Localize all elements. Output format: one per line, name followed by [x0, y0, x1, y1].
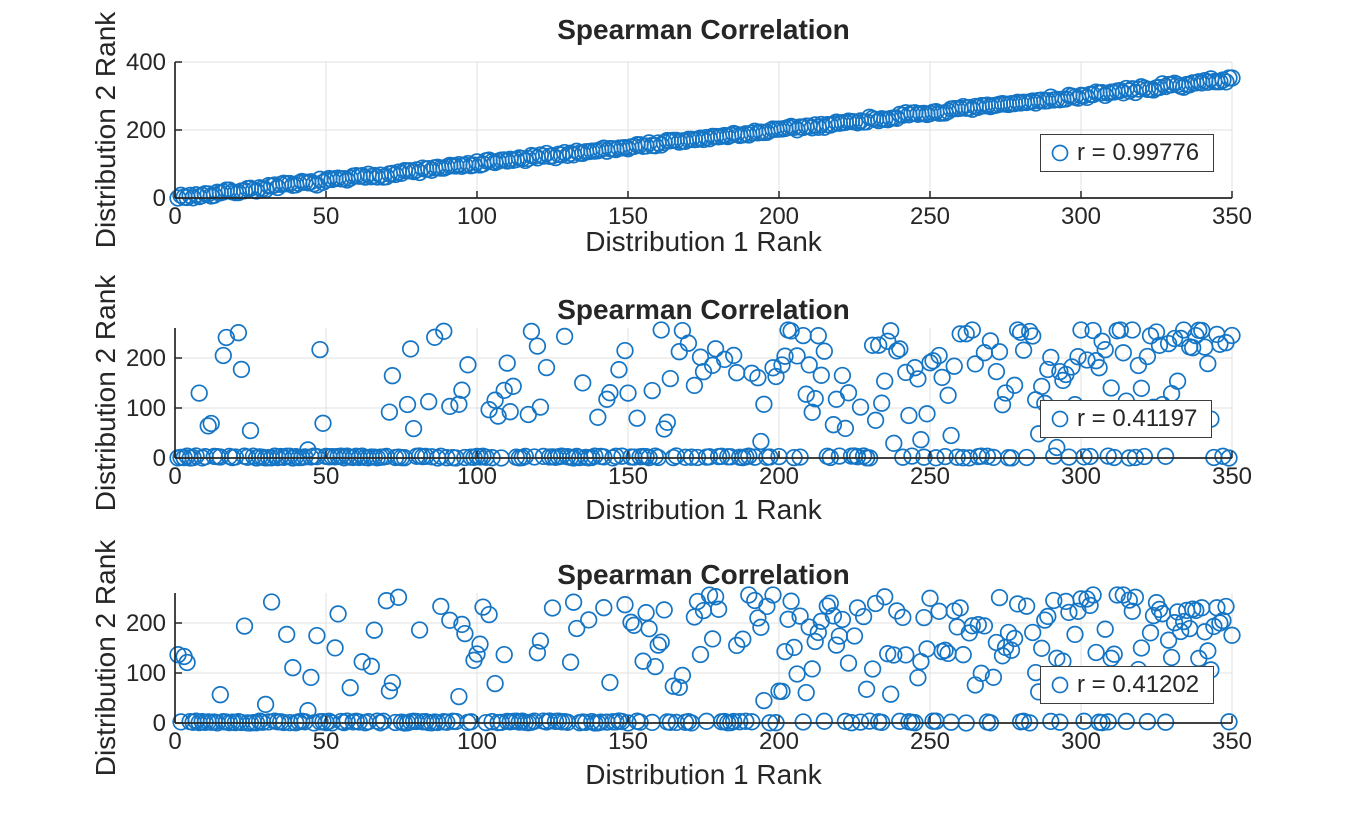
svg-text:100: 100 [457, 463, 497, 490]
svg-text:300: 300 [1061, 463, 1101, 490]
svg-text:0: 0 [153, 185, 166, 212]
scatter-plot: 0 50 100 150 200 250 300 350 0 100 200 [126, 586, 1252, 755]
svg-text:250: 250 [910, 463, 950, 490]
svg-text:50: 50 [313, 728, 340, 755]
svg-text:0: 0 [168, 728, 181, 755]
scatter-plot: 0 50 100 150 200 250 300 350 0 100 200 [126, 321, 1252, 490]
svg-text:350: 350 [1212, 203, 1252, 230]
plot-title: Spearman Correlation [557, 559, 850, 590]
svg-text:0: 0 [168, 463, 181, 490]
svg-text:200: 200 [126, 345, 166, 372]
svg-text:150: 150 [608, 203, 648, 230]
legend-marker-circle-icon [1051, 676, 1069, 694]
svg-text:200: 200 [759, 463, 799, 490]
svg-text:0: 0 [153, 445, 166, 472]
plot-title: Spearman Correlation [557, 14, 850, 45]
plot-title: Spearman Correlation [557, 294, 850, 325]
legend: r = 0.99776 [1040, 134, 1215, 172]
svg-text:200: 200 [759, 203, 799, 230]
svg-text:100: 100 [457, 728, 497, 755]
svg-text:200: 200 [126, 610, 166, 637]
svg-text:0: 0 [153, 710, 166, 737]
legend-marker-circle-icon [1051, 144, 1069, 162]
svg-text:0: 0 [168, 203, 181, 230]
x-axis-label: Distribution 1 Rank [585, 226, 822, 257]
scatter-plot: 0 50 100 150 200 250 300 350 0 200 400 [126, 49, 1252, 230]
subplot-spearman-1: Spearman Correlation Distribution 2 Rank… [0, 0, 1361, 265]
svg-text:350: 350 [1212, 728, 1252, 755]
x-axis-label: Distribution 1 Rank [585, 759, 822, 790]
legend-marker-circle-icon [1051, 410, 1069, 428]
svg-text:100: 100 [126, 395, 166, 422]
subplot-spearman-2: Spearman Correlation Distribution 2 Rank… [0, 265, 1361, 530]
svg-text:50: 50 [313, 463, 340, 490]
svg-text:50: 50 [313, 203, 340, 230]
svg-text:400: 400 [126, 49, 166, 76]
legend: r = 0.41197 [1040, 400, 1213, 438]
legend: r = 0.41202 [1040, 666, 1215, 704]
svg-text:350: 350 [1212, 463, 1252, 490]
svg-text:250: 250 [910, 203, 950, 230]
svg-text:200: 200 [126, 117, 166, 144]
legend-label: r = 0.99776 [1077, 139, 1200, 166]
x-axis-label: Distribution 1 Rank [585, 494, 822, 525]
svg-text:100: 100 [126, 660, 166, 687]
svg-text:250: 250 [910, 728, 950, 755]
svg-text:200: 200 [759, 728, 799, 755]
svg-text:100: 100 [457, 203, 497, 230]
legend-label: r = 0.41197 [1077, 405, 1198, 432]
legend-label: r = 0.41202 [1077, 671, 1200, 698]
svg-text:300: 300 [1061, 203, 1101, 230]
subplot-spearman-3: Spearman Correlation Distribution 2 Rank… [0, 530, 1361, 819]
svg-text:150: 150 [608, 728, 648, 755]
svg-text:300: 300 [1061, 728, 1101, 755]
svg-text:150: 150 [608, 463, 648, 490]
